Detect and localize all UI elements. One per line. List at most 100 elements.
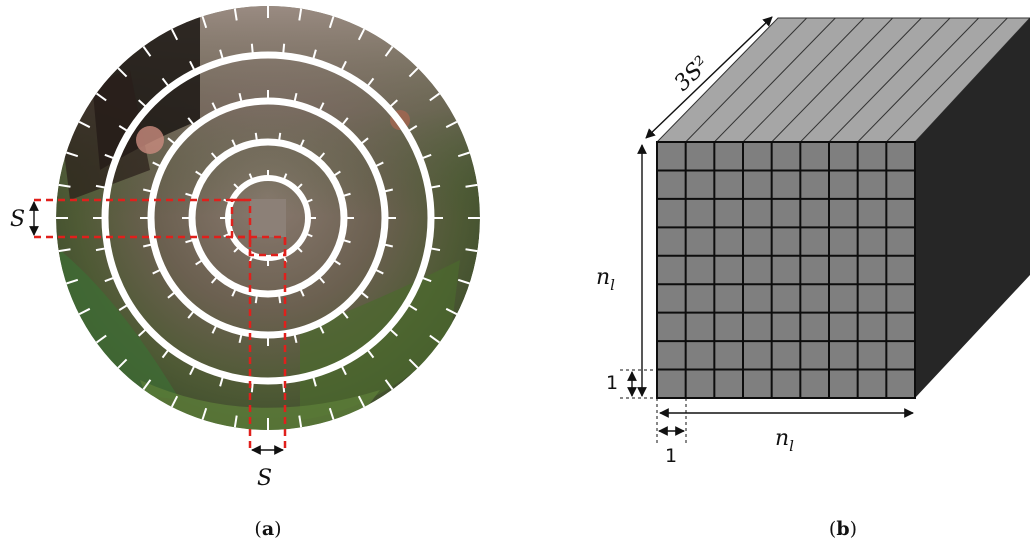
sector-tick — [238, 331, 243, 344]
sector-tick — [118, 302, 130, 311]
sector-tick — [293, 92, 298, 105]
unit-width-guides — [656, 398, 687, 443]
sector-tick — [298, 415, 303, 428]
top-channel-line — [799, 17, 922, 143]
sector-tick — [189, 363, 197, 376]
sector-tick — [233, 183, 241, 191]
sector-tick — [328, 16, 335, 29]
sector-tick — [331, 258, 341, 266]
sector-tick — [254, 293, 259, 304]
sector-tick — [298, 286, 305, 297]
sector-tick — [304, 198, 313, 204]
sector-tick — [211, 102, 219, 114]
sector-tick — [201, 407, 208, 420]
width-label: nl — [775, 426, 794, 455]
sector-tick — [161, 77, 171, 89]
sector-tick — [372, 161, 384, 169]
sector-tick — [58, 183, 71, 188]
sector-tick — [233, 8, 238, 21]
sector-tick — [233, 245, 241, 253]
sector-tick — [408, 67, 419, 78]
cube-front-face — [656, 141, 916, 399]
sector-tick — [445, 120, 458, 129]
sector-tick — [340, 308, 349, 319]
sector-tick — [384, 379, 394, 391]
sector-tick — [419, 275, 432, 283]
unit-height-guides — [620, 369, 657, 399]
sector-tick — [137, 99, 149, 109]
top-channel-line — [771, 17, 894, 143]
top-channel-line — [885, 17, 1008, 143]
angular-sector-ticks — [56, 6, 480, 430]
sector-tick — [210, 274, 219, 284]
sector-tick — [170, 28, 179, 41]
sector-tick — [317, 274, 326, 284]
sector-tick — [381, 243, 394, 248]
sector-tick — [445, 307, 458, 316]
sector-tick — [219, 49, 225, 62]
sector-tick — [387, 99, 399, 109]
sector-tick — [304, 232, 313, 238]
sector-tick — [357, 28, 366, 41]
sector-tick — [187, 117, 196, 128]
sector-tick — [189, 60, 197, 73]
cube-front-grid — [657, 142, 915, 398]
sector-tick — [384, 45, 394, 57]
sector-tick — [465, 248, 478, 253]
sector-tick — [152, 267, 164, 275]
sector-tick — [317, 152, 326, 162]
sector-tick — [429, 334, 441, 344]
log-polar-image — [56, 6, 480, 430]
sector-tick — [317, 102, 325, 114]
sector-tick — [195, 258, 205, 266]
sector-tick — [254, 132, 259, 143]
sector-tick — [118, 125, 130, 134]
sector-tick — [104, 275, 117, 283]
sector-tick — [210, 152, 219, 162]
sector-tick — [340, 117, 349, 128]
s-vertical-label: S — [10, 207, 25, 232]
sector-tick — [358, 137, 369, 146]
sector-tick — [429, 92, 441, 102]
sector-tick — [95, 246, 108, 252]
sector-tick — [282, 380, 286, 393]
sector-tick — [250, 43, 254, 56]
sector-tick — [311, 49, 317, 62]
depth-dimension-arrow — [645, 16, 773, 139]
sector-tick — [142, 45, 152, 57]
sector-tick — [219, 374, 225, 387]
sector-tick — [66, 151, 79, 158]
sector-tick — [185, 192, 196, 198]
sector-tick — [293, 331, 298, 344]
sector-tick — [142, 243, 155, 248]
sector-tick — [328, 407, 335, 420]
sector-tick — [170, 395, 179, 408]
sector-tick — [311, 374, 317, 387]
sector-tick — [340, 238, 351, 244]
red-dashed-guides — [34, 198, 287, 452]
sector-tick — [457, 151, 470, 158]
sector-tick — [142, 188, 155, 193]
sector-tick — [95, 184, 108, 190]
sector-tick — [457, 278, 470, 285]
sector-tick — [428, 246, 441, 252]
sector-tick — [248, 173, 254, 182]
panel-a: S S (a) — [10, 6, 480, 540]
sector-tick — [137, 327, 149, 337]
sector-tick — [78, 120, 91, 129]
sector-tick — [358, 290, 369, 299]
sector-tick — [381, 188, 394, 193]
sector-tick — [167, 290, 178, 299]
sector-tick — [161, 347, 171, 359]
caption-a: (a) — [254, 518, 281, 540]
sector-tick — [95, 334, 107, 344]
sector-tick — [104, 153, 117, 161]
sector-tick — [58, 248, 71, 253]
caption-b: (b) — [829, 518, 857, 540]
sector-tick — [142, 379, 152, 391]
sector-tick — [238, 92, 243, 105]
sector-tick — [211, 322, 219, 334]
top-channel-line — [828, 17, 951, 143]
sector-tick — [419, 153, 432, 161]
